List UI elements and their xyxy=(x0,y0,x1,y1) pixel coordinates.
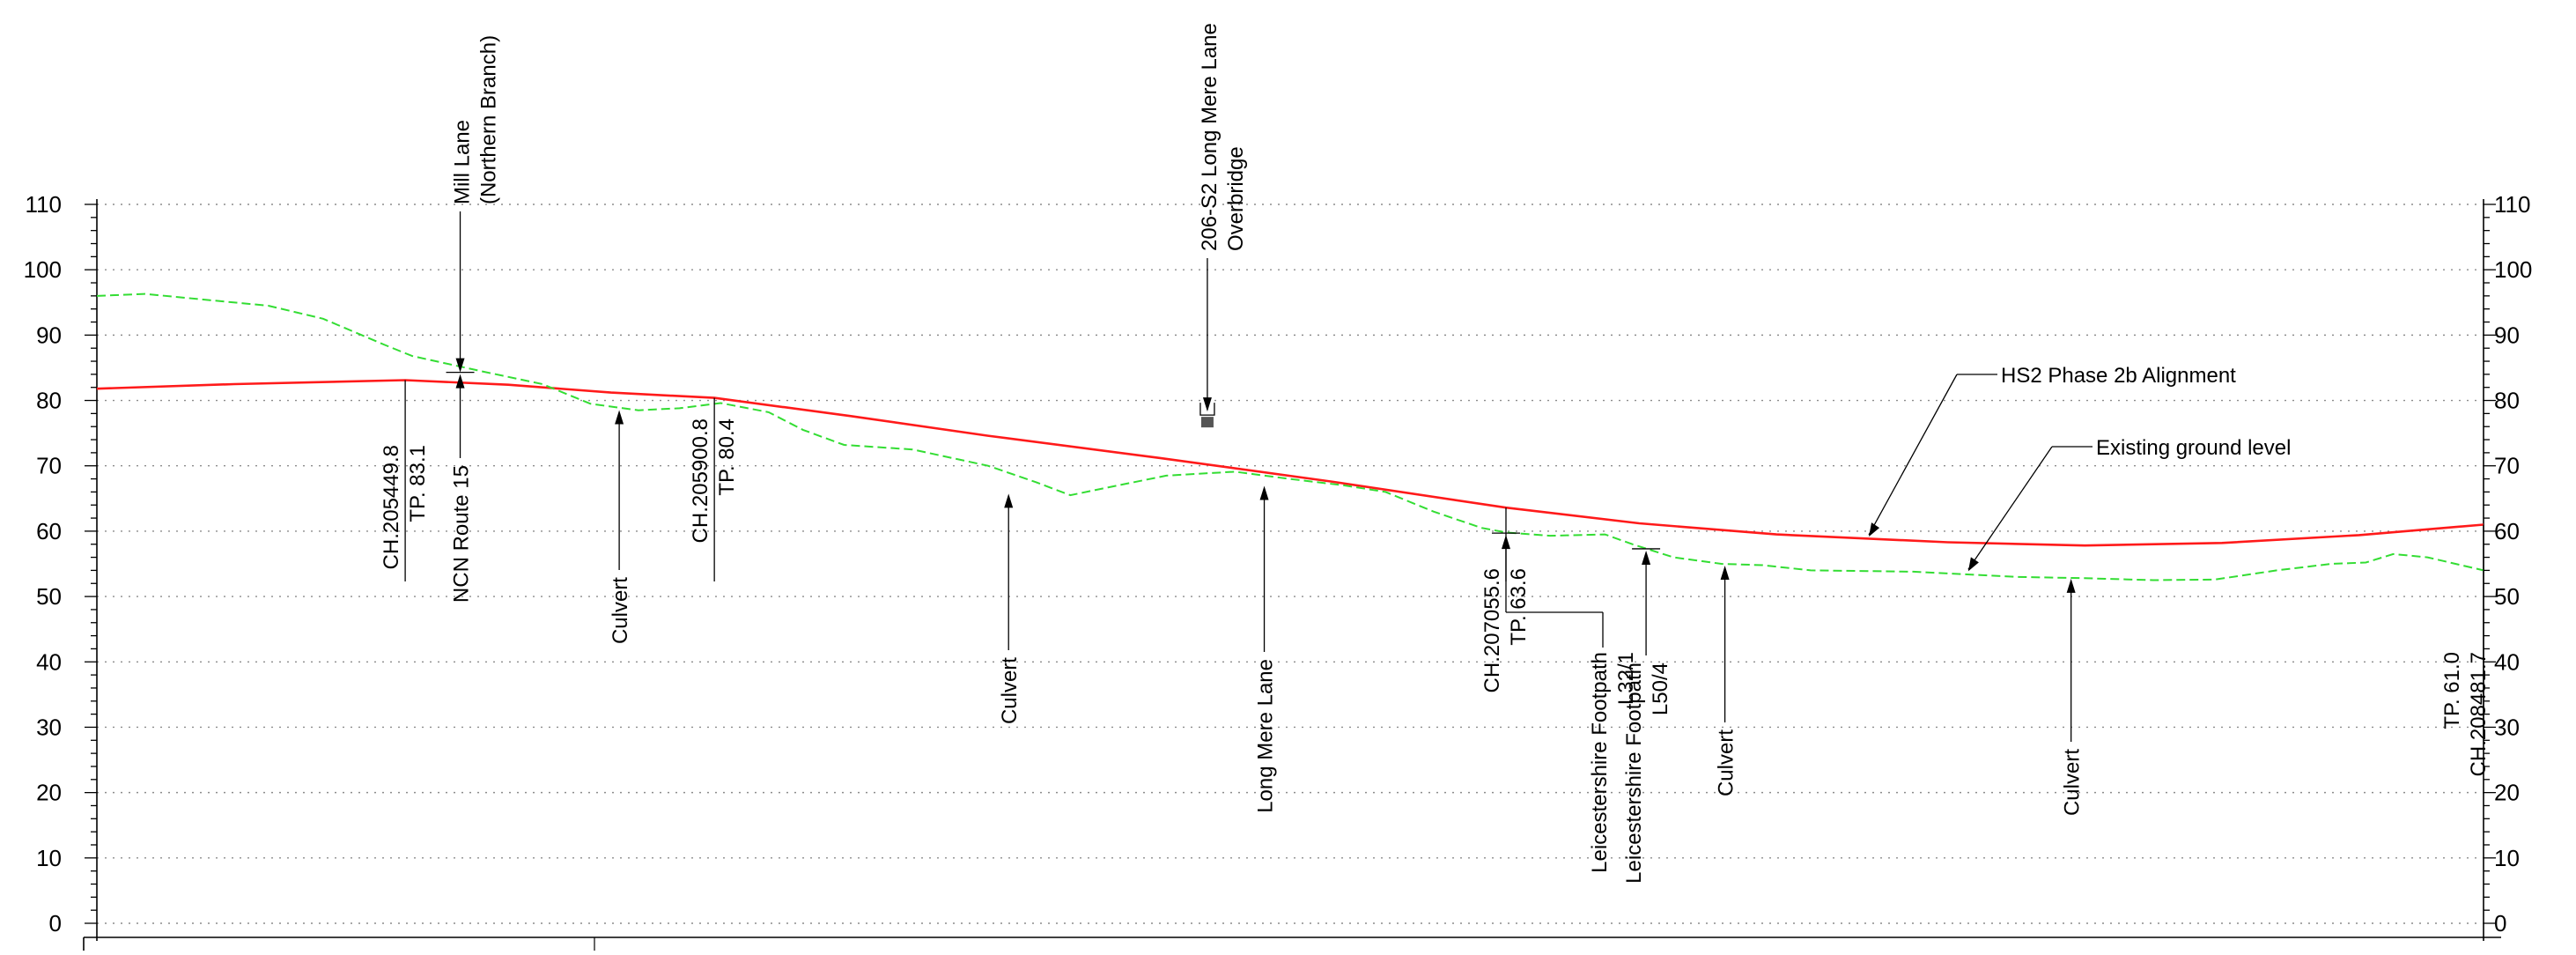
feature-text: Long Mere Lane xyxy=(1254,659,1278,813)
chainage-text: CH.205449.8 xyxy=(380,445,403,569)
feature-arrow xyxy=(1642,550,1651,565)
y-tick-label-right: 30 xyxy=(2494,714,2520,740)
top-annotation-text: (Northern Branch) xyxy=(477,35,501,204)
footpath-text: L32/1 xyxy=(1614,652,1638,705)
y-tick-label-left: 50 xyxy=(36,583,62,610)
chainage-text: CH.205900.8 xyxy=(689,418,712,543)
y-tick-label-right: 100 xyxy=(2494,256,2532,283)
feature-arrow xyxy=(455,374,465,389)
chainage-text: CH.207055.6 xyxy=(1480,568,1504,692)
y-tick-label-left: 20 xyxy=(36,780,62,806)
y-tick-label-right: 20 xyxy=(2494,780,2520,806)
axes: 0 0 10 10 20 20 30 30 40 40 50 50 60 60 70 70 80 80 90 90 10… xyxy=(24,191,2532,951)
callout-arrow xyxy=(1869,522,1880,537)
feature-arrow xyxy=(1720,566,1730,580)
grid-lines xyxy=(97,204,2484,924)
callout-leader xyxy=(1967,446,2053,570)
y-tick-label-right: 40 xyxy=(2494,648,2520,675)
callout-arrow xyxy=(1967,557,1979,572)
top-annotation-text: Mill Lane xyxy=(451,120,475,204)
callout-label: HS2 Phase 2b Alignment xyxy=(2001,364,2236,388)
feature-text: Culvert xyxy=(609,577,632,644)
end-chainage-text: CH.208481.7 xyxy=(2467,652,2491,776)
y-tick-label-right: 80 xyxy=(2494,388,2520,414)
top-annotation-text: 206-S2 Long Mere Lane xyxy=(1198,23,1222,251)
y-tick-label-right: 90 xyxy=(2494,322,2520,348)
y-tick-label-right: 110 xyxy=(2494,191,2530,218)
feature-text: L50/4 xyxy=(1649,663,1672,715)
y-tick-label-right: 70 xyxy=(2494,453,2520,479)
top-annotation-text: Overbridge xyxy=(1224,146,1248,251)
feature-text: Culvert xyxy=(998,657,1022,724)
y-tick-label-left: 110 xyxy=(26,191,62,218)
top-leader-arrow xyxy=(1202,397,1212,412)
ground-level-line xyxy=(96,292,2484,581)
chainage-text: TP. 63.6 xyxy=(1507,568,1531,646)
y-tick-label-left: 100 xyxy=(24,256,62,283)
feature-text: Culvert xyxy=(1715,729,1738,796)
y-tick-label-left: 70 xyxy=(36,453,62,479)
y-tick-label-right: 0 xyxy=(2494,910,2506,936)
end-chainage-text: TP. 61.0 xyxy=(2440,652,2464,729)
alignment-line xyxy=(96,379,2484,547)
y-tick-label-left: 80 xyxy=(36,388,62,414)
callout-label: Existing ground level xyxy=(2096,436,2291,460)
feature-text: Leicestershire Footpath xyxy=(1622,663,1646,884)
series-layer xyxy=(96,292,2484,581)
feature-arrow xyxy=(1004,493,1014,508)
overbridge-marker xyxy=(1200,417,1214,428)
feature-arrow xyxy=(615,410,624,425)
footpath-text: Leicestershire Footpath xyxy=(1588,652,1612,873)
top-leader-arrow xyxy=(455,358,465,373)
y-tick-label-left: 90 xyxy=(36,322,62,348)
y-tick-label-left: 60 xyxy=(36,518,62,544)
overbridge-bracket xyxy=(1199,403,1215,416)
chainage-text: TP. 83.1 xyxy=(406,445,430,522)
feature-arrow xyxy=(2066,578,2076,593)
y-tick-label-left: 0 xyxy=(49,910,62,936)
y-tick-label-right: 10 xyxy=(2494,845,2520,871)
y-tick-label-right: 50 xyxy=(2494,583,2520,610)
feature-arrow xyxy=(1259,485,1269,500)
feature-text: Culvert xyxy=(2061,749,2085,816)
y-tick-label-left: 40 xyxy=(36,648,62,675)
y-tick-label-left: 30 xyxy=(36,714,62,740)
footpath-arrow xyxy=(1501,535,1510,550)
chainage-text: TP. 80.4 xyxy=(715,418,739,496)
feature-text: NCN Route 15 xyxy=(450,465,474,603)
y-tick-label-left: 10 xyxy=(36,845,62,871)
annotations-layer: Mill Lane (Northern Branch) 206-S2 Long Me… xyxy=(380,23,2491,884)
callout-leader xyxy=(1868,374,1958,536)
y-tick-label-right: 60 xyxy=(2494,518,2520,544)
